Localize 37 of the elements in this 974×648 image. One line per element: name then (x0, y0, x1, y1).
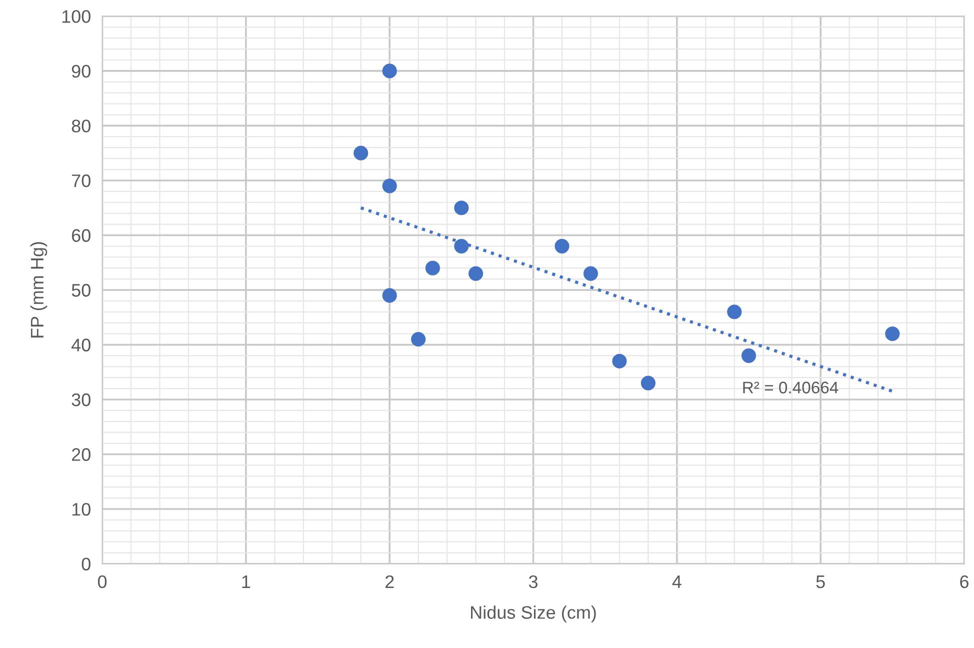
point (454, 238, 469, 254)
x-axis-title: Nidus Size (cm) (471, 606, 596, 622)
y-tick-label: 20 (72, 448, 90, 461)
y-tick-label: 80 (72, 120, 90, 132)
point (612, 354, 627, 368)
x-tick-label: 6 (960, 575, 968, 588)
point (382, 288, 397, 303)
point (583, 266, 598, 281)
point (454, 200, 469, 216)
x-tick-label: 3 (528, 575, 538, 588)
x-tick-label: 0 (98, 575, 107, 588)
y-tick-label: 30 (72, 393, 90, 406)
point (554, 238, 570, 254)
y-tick-label: 60 (72, 229, 90, 242)
x-tick-label: 5 (816, 576, 825, 588)
point (468, 266, 484, 281)
point (727, 304, 742, 320)
y-tick-label: 70 (72, 174, 90, 188)
point (382, 178, 397, 194)
point (885, 326, 900, 342)
point (382, 64, 397, 78)
y-axis-title: FP (mm Hg) (30, 242, 48, 338)
point (425, 260, 440, 276)
point (411, 332, 426, 347)
annotation: R² = 0.40664 (743, 382, 838, 394)
y-tick-label: 10 (72, 502, 90, 516)
y-tick-label: 100 (62, 10, 90, 23)
x-tick-label: 2 (385, 575, 394, 588)
y-tick-label: 90 (72, 64, 90, 78)
y-tick-label: 40 (71, 338, 90, 352)
y-tick-label: 0 (82, 558, 90, 570)
x-tick-label: 4 (672, 576, 682, 588)
point (640, 376, 656, 390)
point (354, 146, 368, 160)
x-tick-label: 1 (242, 576, 250, 588)
point (741, 348, 756, 363)
y-tick-label: 50 (72, 284, 90, 297)
